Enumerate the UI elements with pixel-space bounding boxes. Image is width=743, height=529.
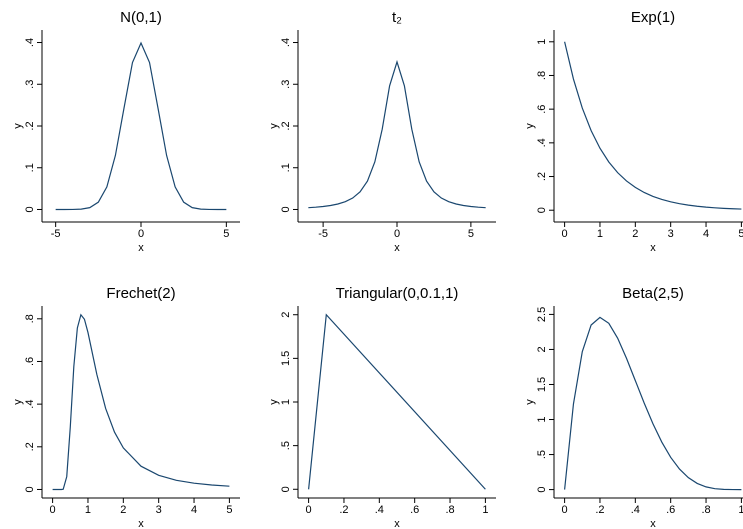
x-tick-label: 1: [738, 504, 743, 516]
panel: t₂ 0 .1 .2 .3 .4 -5 0 5 x y: [268, 9, 496, 254]
x-tick-label: 0: [306, 504, 312, 516]
y-axis-label: y: [268, 399, 280, 405]
panel: Frechet(2) 0 .2 .4 .6 .8 0 1 2 3 4 5 x y: [12, 285, 240, 529]
y-tick-label: .5: [536, 450, 548, 459]
x-tick-label: .2: [339, 504, 348, 516]
y-tick-label: .4: [24, 400, 36, 409]
x-tick-label: 0: [50, 504, 56, 516]
x-tick-label: .8: [701, 504, 710, 516]
x-tick-label: .2: [595, 504, 604, 516]
chart-title: N(0,1): [120, 9, 162, 26]
y-tick-label: 2: [536, 346, 548, 352]
line: [52, 313, 230, 491]
x-tick-label: 0: [138, 228, 144, 240]
y-tick-label: .1: [280, 163, 292, 172]
y-tick-label: .2: [280, 121, 292, 130]
x-tick-label: 0: [562, 228, 568, 240]
chart-title: Triangular(0,0.1,1): [336, 285, 459, 302]
x-axis-label: x: [650, 242, 656, 254]
line: [308, 313, 486, 490]
y-tick-label: .1: [24, 163, 36, 172]
y-tick-label: .4: [24, 38, 36, 47]
y-tick-label: 1: [536, 39, 548, 45]
y-axis-label: y: [12, 399, 24, 405]
x-tick-label: 2: [120, 504, 126, 516]
line: [564, 41, 742, 210]
y-tick-label: .6: [536, 105, 548, 114]
x-tick-label: .4: [375, 504, 384, 516]
y-tick-label: .4: [536, 138, 548, 147]
x-tick-label: 1: [85, 504, 91, 516]
y-tick-label: 0: [24, 206, 36, 212]
chart-title: Exp(1): [631, 9, 675, 26]
x-tick-label: 5: [223, 228, 229, 240]
x-tick-label: -5: [318, 228, 328, 240]
y-tick-label: 0: [536, 487, 548, 493]
y-tick-label: .3: [280, 80, 292, 89]
line: [308, 59, 486, 209]
x-tick-label: 5: [738, 228, 743, 240]
x-axis-label: x: [138, 518, 144, 529]
y-tick-label: .8: [24, 314, 36, 323]
x-axis-label: x: [394, 518, 400, 529]
panel: N(0,1) 0 .1 .2 .3 .4 -5 0 5 x y: [12, 9, 240, 254]
y-tick-label: .2: [24, 442, 36, 451]
x-tick-label: 1: [597, 228, 603, 240]
x-tick-label: .6: [666, 504, 675, 516]
x-tick-label: 2: [632, 228, 638, 240]
x-tick-label: .8: [445, 504, 454, 516]
y-axis-label: y: [12, 123, 24, 129]
y-tick-label: 1: [536, 416, 548, 422]
panel: Beta(2,5) 0 .5 1 1.5 2 2.5 0 .2 .4 .6 .8 1 x y: [524, 285, 743, 529]
y-tick-label: 0: [536, 207, 548, 213]
x-axis-label: x: [138, 242, 144, 254]
x-tick-label: 3: [156, 504, 162, 516]
x-tick-label: 4: [703, 228, 709, 240]
x-tick-label: 4: [191, 504, 197, 516]
line: [564, 316, 742, 491]
y-tick-label: 1: [280, 399, 292, 405]
y-tick-label: 1.5: [536, 377, 548, 392]
y-tick-label: 0: [280, 206, 292, 212]
y-tick-label: .2: [536, 172, 548, 181]
y-tick-label: .6: [24, 357, 36, 366]
x-tick-label: 5: [226, 504, 232, 516]
y-axis-label: y: [524, 123, 536, 129]
y-tick-label: .8: [536, 71, 548, 80]
x-tick-label: 0: [394, 228, 400, 240]
y-axis-label: y: [524, 399, 536, 405]
x-tick-label: 0: [562, 504, 568, 516]
y-tick-label: 2.5: [536, 307, 548, 322]
line: [55, 41, 227, 211]
x-tick-label: 1: [482, 504, 488, 516]
y-tick-label: 0: [280, 486, 292, 492]
x-tick-label: .4: [631, 504, 640, 516]
y-tick-label: .5: [280, 441, 292, 450]
x-tick-label: .6: [410, 504, 419, 516]
y-tick-label: .4: [280, 38, 292, 47]
y-tick-label: .2: [24, 121, 36, 130]
y-tick-label: .3: [24, 80, 36, 89]
panel: Exp(1) 0 .2 .4 .6 .8 1 0 1 2 3 4 5 x y: [524, 9, 743, 254]
x-tick-label: 5: [468, 228, 474, 240]
y-tick-label: 1.5: [280, 351, 292, 366]
panel: Triangular(0,0.1,1) 0 .5 1 1.5 2 0 .2 .4 .6 .8 1 x y: [268, 285, 496, 529]
x-tick-label: -5: [51, 228, 61, 240]
y-tick-label: 0: [24, 486, 36, 492]
x-axis-label: x: [394, 242, 400, 254]
chart-title: t₂: [392, 9, 402, 26]
x-tick-label: 3: [668, 228, 674, 240]
y-axis-label: y: [268, 123, 280, 129]
y-tick-label: 2: [280, 312, 292, 318]
x-axis-label: x: [650, 518, 656, 529]
chart-title: Frechet(2): [106, 285, 175, 302]
chart-title: Beta(2,5): [622, 285, 684, 302]
